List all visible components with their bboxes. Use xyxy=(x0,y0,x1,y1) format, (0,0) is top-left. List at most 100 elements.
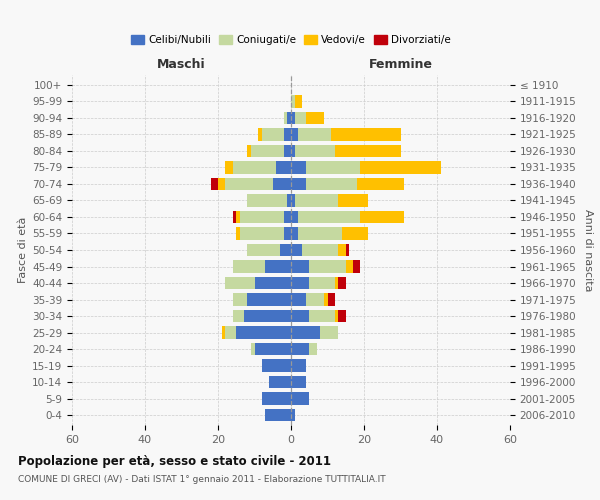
Text: Femmine: Femmine xyxy=(368,58,433,71)
Bar xyxy=(291,162,305,173)
Bar xyxy=(221,326,226,338)
Bar xyxy=(309,310,335,322)
Y-axis label: Anni di nascita: Anni di nascita xyxy=(583,209,593,291)
Bar xyxy=(346,260,353,272)
Bar xyxy=(284,211,291,223)
Bar xyxy=(291,360,305,372)
Bar xyxy=(338,244,346,256)
Bar xyxy=(335,277,338,289)
Bar xyxy=(254,343,291,355)
Bar xyxy=(277,162,291,173)
Bar xyxy=(331,128,401,140)
Bar xyxy=(280,244,291,256)
Bar xyxy=(226,277,254,289)
Bar xyxy=(291,211,298,223)
Bar xyxy=(291,310,309,322)
Bar xyxy=(335,145,401,157)
Bar xyxy=(233,211,236,223)
Bar xyxy=(309,343,317,355)
Bar xyxy=(361,211,404,223)
Bar xyxy=(346,244,349,256)
Bar xyxy=(251,145,284,157)
Bar xyxy=(247,244,280,256)
Bar xyxy=(287,194,291,206)
Bar xyxy=(298,211,361,223)
Bar xyxy=(226,178,273,190)
Bar xyxy=(284,112,287,124)
Bar xyxy=(226,162,233,173)
Bar xyxy=(233,294,247,306)
Bar xyxy=(291,376,305,388)
Bar xyxy=(335,310,338,322)
Bar xyxy=(305,112,324,124)
Bar xyxy=(291,392,309,405)
Bar xyxy=(291,409,295,422)
Bar xyxy=(356,178,404,190)
Bar xyxy=(211,178,218,190)
Bar xyxy=(254,277,291,289)
Bar xyxy=(247,145,251,157)
Bar xyxy=(240,211,284,223)
Bar xyxy=(262,128,284,140)
Bar xyxy=(233,260,265,272)
Bar xyxy=(236,211,240,223)
Bar xyxy=(295,145,335,157)
Bar xyxy=(291,145,295,157)
Text: COMUNE DI GRECI (AV) - Dati ISTAT 1° gennaio 2011 - Elaborazione TUTTITALIA.IT: COMUNE DI GRECI (AV) - Dati ISTAT 1° gen… xyxy=(18,475,386,484)
Bar xyxy=(284,145,291,157)
Bar xyxy=(309,277,335,289)
Text: Popolazione per età, sesso e stato civile - 2011: Popolazione per età, sesso e stato civil… xyxy=(18,455,331,468)
Bar xyxy=(291,277,309,289)
Bar xyxy=(287,112,291,124)
Bar xyxy=(353,260,361,272)
Bar xyxy=(338,277,346,289)
Bar xyxy=(244,310,291,322)
Bar xyxy=(309,260,346,272)
Bar xyxy=(236,228,240,239)
Bar xyxy=(320,326,338,338)
Bar xyxy=(295,194,338,206)
Bar xyxy=(226,326,236,338)
Bar xyxy=(218,178,226,190)
Bar xyxy=(262,392,291,405)
Bar xyxy=(295,95,302,108)
Bar xyxy=(298,128,331,140)
Bar xyxy=(247,194,287,206)
Bar xyxy=(291,112,295,124)
Bar xyxy=(291,326,320,338)
Bar xyxy=(361,162,440,173)
Bar xyxy=(291,194,295,206)
Bar xyxy=(324,294,328,306)
Bar xyxy=(284,128,291,140)
Bar xyxy=(291,95,295,108)
Bar xyxy=(233,310,244,322)
Bar xyxy=(291,294,305,306)
Bar xyxy=(262,360,291,372)
Text: Maschi: Maschi xyxy=(157,58,206,71)
Bar xyxy=(305,294,324,306)
Bar xyxy=(291,228,298,239)
Bar xyxy=(305,162,361,173)
Bar xyxy=(305,178,357,190)
Bar xyxy=(273,178,291,190)
Bar xyxy=(328,294,335,306)
Bar xyxy=(291,343,309,355)
Bar xyxy=(302,244,338,256)
Bar xyxy=(295,112,305,124)
Bar xyxy=(291,128,298,140)
Bar xyxy=(284,228,291,239)
Bar xyxy=(338,310,346,322)
Bar xyxy=(236,326,291,338)
Bar xyxy=(233,162,277,173)
Y-axis label: Fasce di età: Fasce di età xyxy=(18,217,28,283)
Legend: Celibi/Nubili, Coniugati/e, Vedovi/e, Divorziati/e: Celibi/Nubili, Coniugati/e, Vedovi/e, Di… xyxy=(127,31,455,50)
Bar xyxy=(265,260,291,272)
Bar xyxy=(298,228,342,239)
Bar xyxy=(291,178,305,190)
Bar xyxy=(258,128,262,140)
Bar xyxy=(291,260,309,272)
Bar xyxy=(269,376,291,388)
Bar xyxy=(338,194,368,206)
Bar xyxy=(265,409,291,422)
Bar xyxy=(251,343,254,355)
